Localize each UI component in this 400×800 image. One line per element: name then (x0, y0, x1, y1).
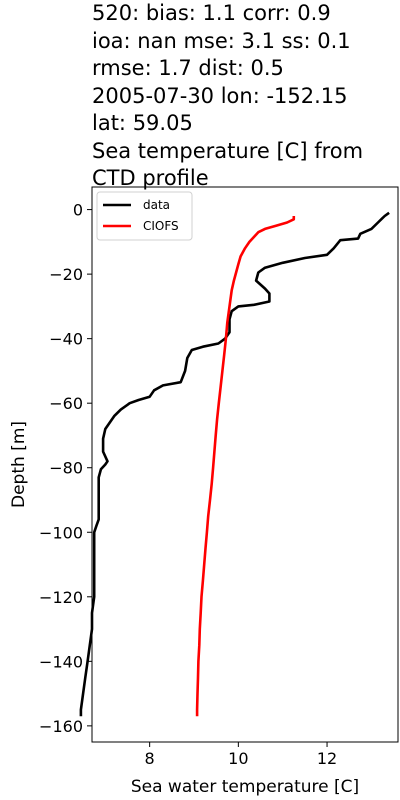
y-tick-label: −20 (49, 265, 83, 284)
y-tick-label: 0 (73, 201, 83, 220)
x-axis-label: Sea water temperature [C] (131, 777, 359, 797)
chart-title: 520: bias: 1.1 corr: 0.9 ioa: nan mse: 3… (92, 0, 397, 193)
y-tick-label: −160 (39, 717, 83, 736)
series-line-data (79, 211, 390, 717)
x-tick-label: 10 (228, 749, 248, 768)
y-tick-label: −40 (49, 330, 83, 349)
title-line: lat: 59.05 (92, 111, 193, 135)
x-tick-label: 8 (145, 749, 155, 768)
title-line: ioa: nan mse: 3.1 ss: 0.1 (92, 28, 351, 53)
legend-label-ciofs: CIOFS (143, 219, 179, 233)
title-line: rmse: 1.7 dist: 0.5 (92, 56, 284, 80)
ticks-layer: 8 10 12 0 −20 −40 −60 −80 −100 −120 −140 −160 (39, 201, 337, 768)
title-line: Sea temperature [C] from (92, 138, 364, 163)
y-axis-label: Depth [m] (9, 421, 29, 508)
series-layer (79, 211, 390, 717)
y-tick-label: −100 (39, 523, 83, 542)
y-tick-label: −80 (49, 459, 83, 478)
y-tick-label: −120 (39, 588, 83, 607)
y-tick-label: −60 (49, 394, 83, 413)
x-tick-label: 12 (317, 749, 337, 768)
legend-label-data: data (143, 198, 170, 212)
y-tick-label: −140 (39, 652, 83, 671)
legend: data CIOFS (96, 191, 193, 241)
title-line: 520: bias: 1.1 corr: 0.9 (92, 1, 331, 25)
series-line-ciofs (195, 216, 296, 717)
title-line: CTD profile (92, 166, 209, 190)
axes-frame (91, 186, 399, 743)
title-line: 2005-07-30 lon: -152.15 (92, 83, 348, 108)
